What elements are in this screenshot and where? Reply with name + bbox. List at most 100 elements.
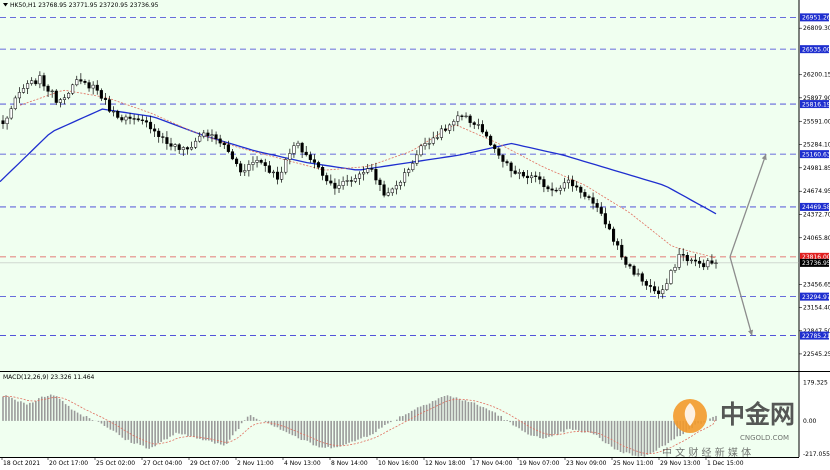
macd-tick-label: 179.325 <box>803 380 828 387</box>
candle-body <box>267 165 271 173</box>
candle-body <box>67 92 71 99</box>
candle-body <box>169 143 173 147</box>
candle-body <box>185 147 189 150</box>
candle-body <box>194 140 198 148</box>
candle-body <box>530 175 534 179</box>
candle-body <box>136 118 140 121</box>
candle-body <box>472 122 476 125</box>
candle-body <box>189 147 194 150</box>
candle-body <box>374 169 378 181</box>
candle-body <box>226 144 230 152</box>
price-tag-label: 23294.97 <box>802 294 830 301</box>
candle-body <box>534 175 538 177</box>
candle-body <box>550 188 554 191</box>
candle-body <box>247 164 251 171</box>
candle-body <box>144 120 148 123</box>
candle-body <box>124 116 128 121</box>
chart-menu-triangle-icon[interactable] <box>3 3 8 7</box>
candle-body <box>566 179 571 184</box>
price-tag-label: 24469.58 <box>802 204 830 211</box>
candle-body <box>489 135 493 146</box>
candle-body <box>275 171 280 180</box>
candle-body <box>497 148 501 156</box>
candle-body <box>460 115 464 117</box>
candle-body <box>132 118 136 120</box>
candle-body <box>435 137 439 139</box>
candle-body <box>444 128 448 131</box>
candle-body <box>316 162 321 168</box>
horizontal-levels <box>0 16 799 336</box>
time-tick-label: 18 Oct 2021 <box>3 460 40 467</box>
candle-body <box>71 84 75 94</box>
candle-body <box>640 273 644 282</box>
candle-body <box>5 117 9 124</box>
price-tick-label: 22545.25 <box>803 351 830 358</box>
candle-body <box>657 290 661 295</box>
symbol-ohlc-line: HK50,H1 23768.95 23771.95 23720.95 23736… <box>10 2 159 9</box>
candle-body <box>431 137 435 144</box>
price-tick-label: 24372.70 <box>803 211 830 218</box>
candle-body <box>235 158 239 164</box>
candle-body <box>648 285 652 287</box>
time-tick-label: 12 Nov 18:00 <box>425 460 466 467</box>
candle-body <box>173 144 177 147</box>
candle-body <box>513 170 517 174</box>
projection-arrow-down <box>729 256 753 336</box>
candle-body <box>403 172 407 183</box>
time-ticks: 18 Oct 2021 20 Oct 17:00 25 Oct 02:00 27 Oc… <box>1 457 744 467</box>
candle-body <box>714 262 718 264</box>
candle-body <box>616 241 620 246</box>
candle-body <box>333 182 337 189</box>
price-tick-label: 24065.80 <box>803 235 830 242</box>
candle-body <box>386 192 390 196</box>
time-tick-label: 17 Nov 04:00 <box>472 460 513 467</box>
watermark-name: 中金网 <box>720 400 795 429</box>
candle-body <box>624 256 628 265</box>
candles <box>1 71 718 299</box>
candle-body <box>120 117 124 121</box>
price-tick-label: 23456.65 <box>803 281 830 288</box>
price-tick-label: 26200.15 <box>803 72 830 79</box>
candle-body <box>300 142 304 153</box>
macd-signal-line <box>2 395 717 454</box>
candle-body <box>698 260 702 264</box>
candle-body <box>681 254 685 256</box>
candle-body <box>558 187 562 191</box>
time-tick-label: 25 Oct 02:00 <box>96 460 135 467</box>
candle-body <box>603 213 607 225</box>
candle-body <box>296 142 300 146</box>
candle-body <box>706 260 710 268</box>
ma-slow-line <box>0 108 717 215</box>
candle-body <box>30 80 34 84</box>
candle-body <box>251 162 255 165</box>
macd-ticks: 179.325 0.00 -217.055 <box>803 380 830 458</box>
candle-body <box>99 90 103 99</box>
time-tick-label: 19 Nov 07:00 <box>519 460 560 467</box>
candle-body <box>157 130 161 137</box>
candle-body <box>710 260 714 264</box>
candle-body <box>398 181 403 186</box>
candle-body <box>652 286 657 292</box>
candle-body <box>575 185 579 188</box>
candle-body <box>177 144 181 150</box>
price-tag-bg <box>800 252 829 261</box>
candle-body <box>21 88 26 93</box>
price-tag-bg <box>800 331 829 340</box>
price-tag-bg <box>800 258 829 267</box>
candle-body <box>382 184 386 196</box>
candle-body <box>484 131 489 137</box>
candle-body <box>542 179 546 188</box>
candle-body <box>222 142 226 146</box>
price-tag-label: 25816.19 <box>802 101 830 108</box>
candle-body <box>325 175 329 182</box>
candle-body <box>407 169 411 173</box>
price-tag-bg <box>800 13 829 22</box>
candle-body <box>128 116 132 119</box>
candle-body <box>370 168 374 170</box>
candle-body <box>349 180 353 182</box>
candle-body <box>419 145 423 156</box>
candle-body <box>255 160 259 163</box>
time-tick-label: 1 Dec 15:00 <box>707 460 744 467</box>
candle-body <box>46 85 50 92</box>
